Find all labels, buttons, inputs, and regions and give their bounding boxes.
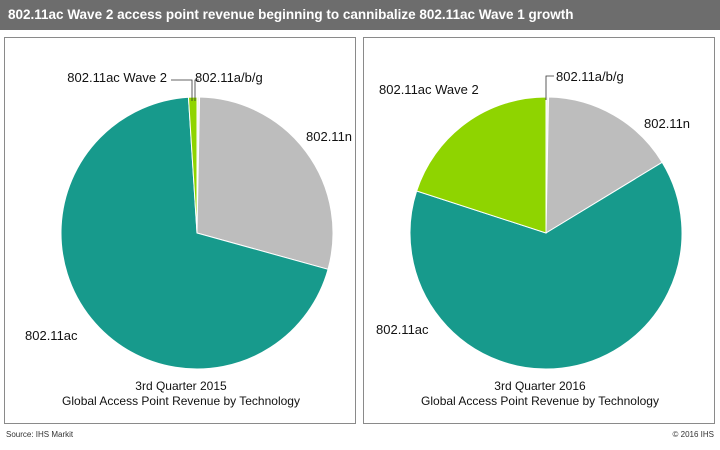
pie-caption-subtitle: Global Access Point Revenue by Technolog… [62,394,300,408]
pie-slice-802-11ac-wave-2 [416,96,547,234]
pie-chart-q3-2015: 802.11a/b/g 802.11n 802.11ac 802.11ac Wave … [25,70,352,370]
leader-line-802-11a-b-g [194,79,199,101]
slice-label-802-11ac-wave-2: 802.11ac Wave 2 [67,70,167,85]
pie-panel-q3-2016: 802.11a/b/g 802.11n 802.11ac 802.11ac Wave … [363,37,715,424]
leader-line-802-11a-b-g [545,75,554,100]
pie-caption-subtitle: Global Access Point Revenue by Technolog… [421,394,659,408]
pie-caption-period: 3rd Quarter 2016 [494,379,586,393]
slice-label-802-11n: 802.11n [306,129,352,144]
slice-label-802-11ac: 802.11ac [25,328,78,343]
chart-title: 802.11ac Wave 2 access point revenue beg… [0,0,720,30]
pie-slice-802-11ac [409,161,683,370]
slice-label-802-11a-b-g: 802.11a/b/g [556,69,624,84]
leader-line-802-11ac-wave-2 [171,79,193,101]
pie-caption-q3-2016: 3rd Quarter 2016 Global Access Point Rev… [364,379,716,409]
slice-label-802-11ac-wave-2: 802.11ac Wave 2 [379,82,479,97]
slice-label-802-11n: 802.11n [644,116,690,131]
pie-slice-802-11n [196,96,334,270]
pie-chart-q3-2016: 802.11a/b/g 802.11n 802.11ac 802.11ac Wave … [376,69,690,370]
pie-slice-802-11ac [60,96,329,370]
slice-label-802-11ac: 802.11ac [376,322,429,337]
pie-caption-q3-2015: 3rd Quarter 2015 Global Access Point Rev… [5,379,357,409]
copyright-note: © 2016 IHS [672,430,714,439]
pie-caption-period: 3rd Quarter 2015 [135,379,227,393]
pie-slice-802-11ac-wave-2 [187,96,198,234]
pie-panel-q3-2015: 802.11a/b/g 802.11n 802.11ac 802.11ac Wave … [4,37,356,424]
slice-label-802-11a-b-g: 802.11a/b/g [195,70,263,85]
pie-slice-802-11n [545,96,663,234]
source-note: Source: IHS Markit [6,430,74,439]
